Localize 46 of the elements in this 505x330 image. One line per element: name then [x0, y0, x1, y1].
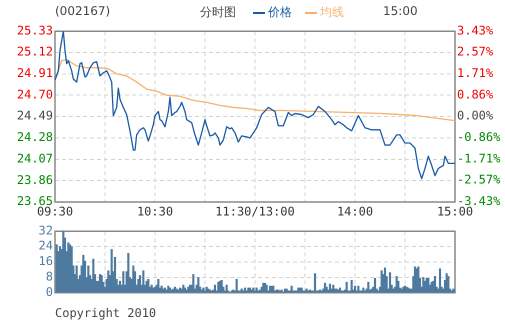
- bar: [350, 280, 353, 293]
- y2-tick-label: 3.43%: [457, 23, 494, 38]
- y-tick-label: 0: [46, 284, 53, 299]
- x-tick-label: 09:30: [36, 204, 74, 218]
- y-tick-label: 24.49: [16, 108, 53, 123]
- bar: [56, 244, 58, 293]
- chart-subtitle: 分时图: [200, 4, 236, 21]
- text: Copyright 2010: [55, 306, 156, 320]
- y2-tick-label: 0.00%: [457, 108, 494, 123]
- y-tick-label: 8: [46, 270, 53, 284]
- bar: [110, 249, 113, 293]
- y2-tick-label: -2.57%: [457, 172, 502, 187]
- bar: [380, 270, 383, 293]
- y2-tick-label: 2.57%: [457, 44, 494, 59]
- bar: [290, 286, 293, 293]
- y-tick-label: 24.70: [16, 87, 53, 102]
- bar: [346, 282, 348, 293]
- bar: [76, 266, 78, 293]
- bar: [236, 278, 238, 293]
- y-tick-label: 24.91: [16, 66, 53, 80]
- bar: [256, 288, 258, 293]
- y-tick-label: 25.33: [16, 23, 53, 38]
- y2-tick-label: 0.86%: [457, 87, 494, 102]
- y-tick-label: 25.12: [16, 44, 53, 59]
- y2-tick-label: -0.86%: [457, 130, 502, 144]
- x-tick-label: 15:00: [436, 204, 474, 218]
- legend-label: 价格: [267, 4, 292, 21]
- bar: [326, 286, 328, 293]
- y-tick-label: 24.07: [16, 151, 53, 166]
- x-tick-label: 10:30: [136, 204, 174, 218]
- bar: [314, 273, 316, 293]
- y-tick-label: 23.86: [16, 172, 53, 187]
- y2-tick-label: -1.71%: [457, 151, 502, 166]
- chart-title: (002167): [55, 4, 110, 18]
- y-tick-label: 32: [38, 223, 53, 238]
- y2-tick-label: 1.71%: [457, 66, 494, 80]
- legend-label: 均线: [319, 4, 344, 21]
- bar: [446, 273, 448, 293]
- bar: [260, 286, 263, 293]
- x-tick-label: 14:00: [336, 204, 374, 218]
- y-tick-label: 16: [38, 254, 53, 268]
- bar: [396, 276, 398, 293]
- x-tick-label: 11:30/13:00: [215, 204, 295, 218]
- text: 15:00: [383, 4, 418, 18]
- y-tick-label: 24: [38, 238, 53, 253]
- y-tick-label: 24.28: [16, 130, 53, 144]
